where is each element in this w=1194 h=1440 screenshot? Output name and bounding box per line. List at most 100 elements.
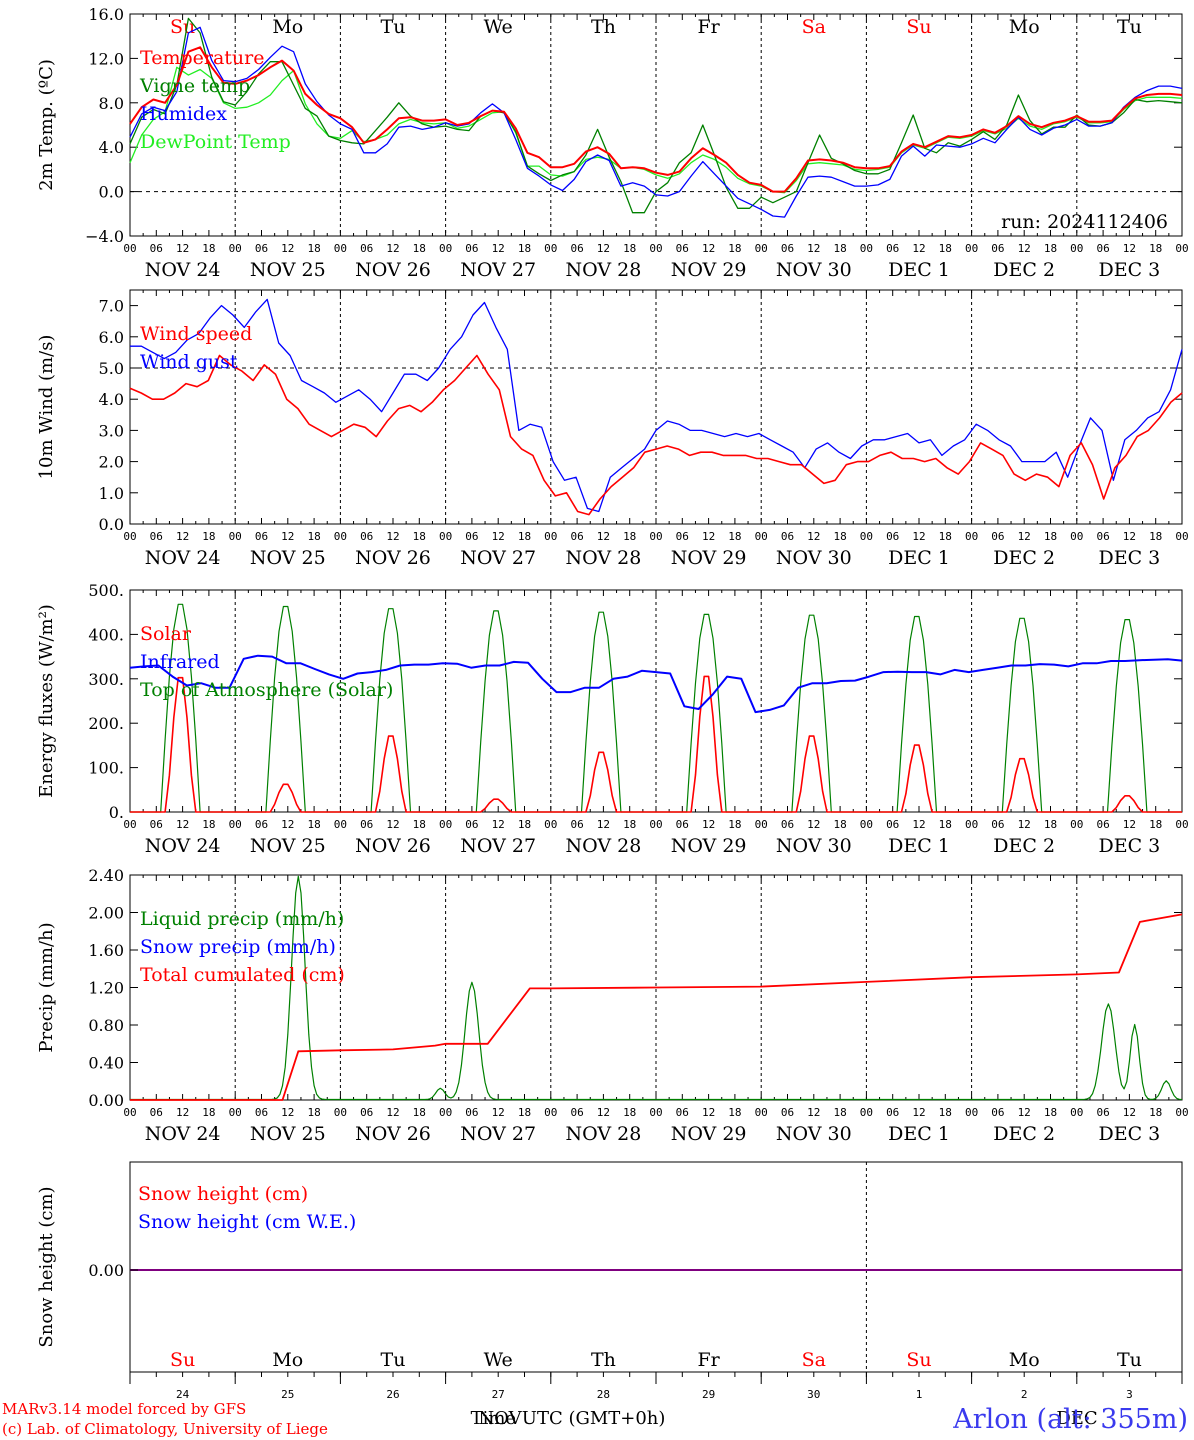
- hour-label: 12: [807, 242, 820, 255]
- y-axis-label: Energy fluxes (W/m²): [36, 604, 57, 798]
- hour-label: 06: [991, 242, 1004, 255]
- hour-label: 06: [1096, 530, 1109, 543]
- y-tick-label: 0.0: [99, 183, 124, 202]
- day-number: 3: [1126, 1388, 1133, 1401]
- hour-label: 18: [623, 1106, 636, 1119]
- weekday-label: We: [484, 16, 513, 38]
- date-label: NOV 25: [250, 835, 326, 857]
- date-label: DEC 1: [888, 259, 950, 281]
- hour-label: 18: [413, 818, 426, 831]
- hour-label: 18: [413, 530, 426, 543]
- hour-label: 18: [623, 242, 636, 255]
- legend-entry: Solar: [140, 623, 192, 645]
- date-label: NOV 29: [671, 547, 747, 569]
- hour-label: 18: [833, 242, 846, 255]
- hour-label: 06: [360, 242, 373, 255]
- hour-label: 00: [334, 530, 347, 543]
- hour-label: 06: [676, 242, 689, 255]
- hour-label: 06: [676, 530, 689, 543]
- hour-label: 18: [833, 1106, 846, 1119]
- weekday-label: Fr: [697, 1349, 720, 1371]
- hour-label: 06: [465, 1106, 478, 1119]
- hour-label: 06: [255, 530, 268, 543]
- hour-label: 18: [307, 818, 320, 831]
- hour-label: 06: [676, 818, 689, 831]
- weekday-label: Su: [906, 1349, 931, 1371]
- date-label: NOV 29: [671, 1123, 747, 1145]
- date-label: NOV 28: [565, 547, 641, 569]
- hour-label: 06: [991, 530, 1004, 543]
- weekday-label: Tu: [381, 16, 406, 38]
- hour-label: 12: [492, 818, 505, 831]
- hour-label: 00: [1070, 818, 1083, 831]
- hour-label: 00: [123, 242, 136, 255]
- legend-entry: Liquid precip (mm/h): [140, 908, 344, 930]
- date-label: NOV 28: [565, 259, 641, 281]
- date-label: DEC 1: [888, 547, 950, 569]
- day-number: 29: [702, 1388, 715, 1401]
- date-label: NOV 27: [460, 835, 536, 857]
- month-label: NOV: [478, 1408, 522, 1429]
- hour-label: 12: [176, 242, 189, 255]
- hour-label: 18: [1044, 530, 1057, 543]
- hour-label: 18: [939, 530, 952, 543]
- hour-label: 12: [597, 1106, 610, 1119]
- y-tick-label: 2.00: [88, 904, 124, 923]
- hour-label: 18: [1044, 818, 1057, 831]
- hour-label: 12: [702, 818, 715, 831]
- hour-label: 06: [465, 242, 478, 255]
- hour-label: 00: [965, 530, 978, 543]
- hour-label: 06: [570, 530, 583, 543]
- hour-label: 00: [544, 1106, 557, 1119]
- hour-label: 00: [439, 818, 452, 831]
- hour-label: 06: [570, 242, 583, 255]
- series-wind-gust: [130, 298, 1183, 513]
- hour-label: 18: [728, 1106, 741, 1119]
- series-infrared: [129, 654, 1183, 714]
- date-label: NOV 30: [776, 547, 852, 569]
- legend-entry: DewPoint Temp: [140, 131, 291, 153]
- hour-label: 18: [728, 818, 741, 831]
- hour-label: 12: [281, 818, 294, 831]
- hour-label: 12: [597, 818, 610, 831]
- hour-label: 06: [1096, 818, 1109, 831]
- hour-label: 12: [176, 530, 189, 543]
- hour-label: 12: [176, 818, 189, 831]
- hour-label: 00: [1175, 818, 1188, 831]
- hour-label: 12: [492, 242, 505, 255]
- hour-label: 12: [912, 818, 925, 831]
- hour-label: 00: [123, 818, 136, 831]
- hour-label: 00: [1070, 1106, 1083, 1119]
- hour-label: 18: [202, 1106, 215, 1119]
- series-temperature: [129, 46, 1183, 193]
- legend-entry: Wind speed: [140, 323, 252, 345]
- hour-label: 12: [1123, 530, 1136, 543]
- weekday-label: Mo: [272, 1349, 303, 1371]
- hour-label: 18: [728, 530, 741, 543]
- legend-entry: Infrared: [140, 651, 220, 673]
- series-top-of-atmosphere-solar: [130, 603, 1182, 813]
- legend-entry: Top of Atmosphere (Solar): [140, 679, 393, 701]
- weekday-label: Su: [170, 1349, 195, 1371]
- hour-label: 18: [623, 818, 636, 831]
- hour-label: 12: [912, 1106, 925, 1119]
- y-axis-label: 2m Temp. (ºC): [36, 59, 57, 191]
- hour-label: 18: [1149, 530, 1162, 543]
- y-tick-label: 6.0: [99, 328, 124, 347]
- hour-label: 06: [886, 242, 899, 255]
- weekday-label: Th: [591, 1349, 616, 1371]
- hour-label: 00: [649, 530, 662, 543]
- hour-label: 18: [833, 818, 846, 831]
- hour-label: 06: [781, 818, 794, 831]
- hour-label: 18: [202, 530, 215, 543]
- y-tick-label: 0.40: [88, 1054, 124, 1073]
- weekday-label: Sa: [802, 16, 826, 38]
- hour-label: 06: [465, 818, 478, 831]
- hour-label: 00: [229, 530, 242, 543]
- date-label: NOV 29: [671, 835, 747, 857]
- y-tick-label: 12.0: [88, 49, 124, 68]
- hour-label: 00: [965, 818, 978, 831]
- legend-entry: Snow precip (mm/h): [140, 936, 336, 958]
- legend-entry: Humidex: [140, 103, 227, 125]
